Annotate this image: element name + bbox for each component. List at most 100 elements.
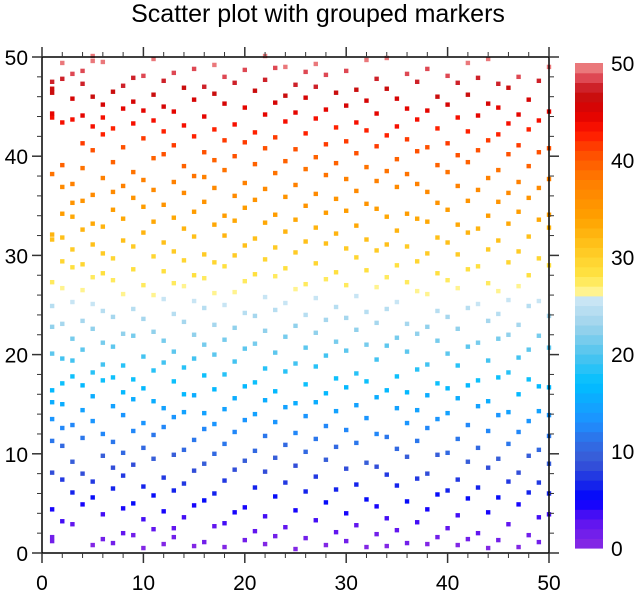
scatter-point bbox=[455, 222, 460, 227]
scatter-point bbox=[90, 495, 95, 500]
scatter-point bbox=[344, 511, 349, 516]
scatter-point bbox=[364, 128, 369, 133]
scatter-point bbox=[171, 70, 177, 76]
scatter-point bbox=[49, 388, 55, 393]
scatter-point bbox=[394, 184, 400, 190]
y-tick-label: 20 bbox=[5, 345, 28, 368]
scatter-point bbox=[49, 470, 55, 475]
colorbar-swatch bbox=[575, 92, 603, 103]
scatter-point bbox=[151, 118, 156, 123]
scatter-point bbox=[313, 400, 318, 405]
colorbar-swatch bbox=[575, 72, 603, 83]
scatter-point bbox=[394, 446, 400, 452]
scatter-point bbox=[303, 345, 308, 350]
scatter-point bbox=[536, 515, 542, 520]
scatter-point bbox=[90, 418, 95, 424]
scatter-point bbox=[171, 109, 177, 114]
scatter-point bbox=[181, 392, 187, 397]
scatter-point bbox=[313, 518, 318, 523]
scatter-point bbox=[333, 90, 339, 95]
colorbar-swatch bbox=[575, 257, 603, 268]
scatter-point bbox=[404, 171, 410, 177]
scatter-point bbox=[283, 266, 288, 271]
scatter-point bbox=[242, 278, 247, 284]
scatter-point bbox=[526, 418, 531, 424]
scatter-point bbox=[262, 146, 268, 151]
scatter-point bbox=[496, 238, 501, 243]
scatter-point bbox=[516, 74, 521, 80]
scatter-point bbox=[80, 318, 85, 324]
scatter-point bbox=[374, 248, 379, 253]
scatter-point bbox=[90, 326, 95, 332]
scatter-point bbox=[171, 215, 177, 220]
scatter-point bbox=[384, 55, 389, 61]
scatter-point bbox=[333, 444, 339, 450]
scatter-point bbox=[191, 356, 197, 361]
scatter-point bbox=[100, 453, 106, 458]
scatter-point bbox=[273, 307, 278, 313]
scatter-point bbox=[475, 75, 481, 81]
scatter-point bbox=[485, 280, 491, 286]
scatter-point bbox=[364, 544, 369, 550]
scatter-point bbox=[364, 309, 369, 315]
scatter-point bbox=[151, 92, 156, 97]
scatter-point bbox=[364, 415, 369, 421]
colorbar-swatch bbox=[575, 451, 603, 462]
scatter-point bbox=[49, 90, 55, 95]
scatter-point bbox=[536, 118, 542, 123]
scatter-point bbox=[303, 131, 308, 136]
scatter-point bbox=[273, 170, 278, 176]
scatter-point bbox=[131, 377, 136, 382]
scatter-point bbox=[414, 259, 420, 264]
scatter-point bbox=[303, 203, 308, 208]
scatter-point bbox=[49, 86, 55, 91]
scatter-point bbox=[394, 228, 400, 233]
scatter-point bbox=[506, 370, 511, 375]
scatter-point bbox=[425, 324, 430, 330]
scatter-point bbox=[283, 64, 288, 70]
scatter-point bbox=[536, 256, 542, 261]
scatter-point bbox=[323, 107, 329, 112]
scatter-point bbox=[49, 507, 55, 512]
scatter-point bbox=[394, 405, 400, 411]
scatter-point bbox=[242, 180, 247, 186]
scatter-point bbox=[252, 272, 258, 277]
scatter-point bbox=[262, 398, 268, 403]
scatter-point bbox=[141, 136, 146, 141]
scatter-point bbox=[445, 141, 450, 146]
scatter-point bbox=[151, 493, 156, 498]
scatter-point bbox=[141, 316, 146, 322]
scatter-point bbox=[161, 360, 166, 365]
scatter-point bbox=[455, 396, 460, 401]
scatter-point bbox=[120, 390, 126, 395]
scatter-point bbox=[485, 138, 491, 143]
scatter-point bbox=[70, 181, 75, 187]
scatter-point bbox=[475, 301, 481, 307]
scatter-point bbox=[435, 200, 440, 206]
scatter-point bbox=[131, 99, 136, 104]
scatter-point bbox=[313, 330, 318, 335]
colorbar-swatch bbox=[575, 363, 603, 374]
scatter-point bbox=[191, 468, 197, 473]
scatter-point bbox=[465, 230, 471, 235]
scatter-point bbox=[293, 110, 298, 115]
scatter-point bbox=[526, 532, 531, 538]
colorbar-swatch bbox=[575, 538, 603, 549]
scatter-point bbox=[100, 251, 106, 256]
colorbar-swatch bbox=[575, 208, 603, 219]
scatter-point bbox=[131, 169, 136, 175]
scatter-point bbox=[252, 88, 258, 93]
scatter-point bbox=[354, 523, 359, 528]
scatter-point bbox=[141, 108, 146, 113]
scatter-point bbox=[354, 482, 359, 487]
y-tick-label: 40 bbox=[5, 146, 28, 169]
scatter-point bbox=[323, 542, 329, 548]
scatter-point bbox=[49, 416, 55, 422]
x-tick-label: 30 bbox=[335, 572, 358, 595]
scatter-point bbox=[49, 171, 55, 177]
scatter-point bbox=[496, 81, 501, 86]
scatter-point bbox=[161, 424, 166, 430]
y-tick-label: 30 bbox=[5, 245, 28, 268]
scatter-point bbox=[242, 505, 247, 510]
scatter-point bbox=[90, 192, 95, 198]
